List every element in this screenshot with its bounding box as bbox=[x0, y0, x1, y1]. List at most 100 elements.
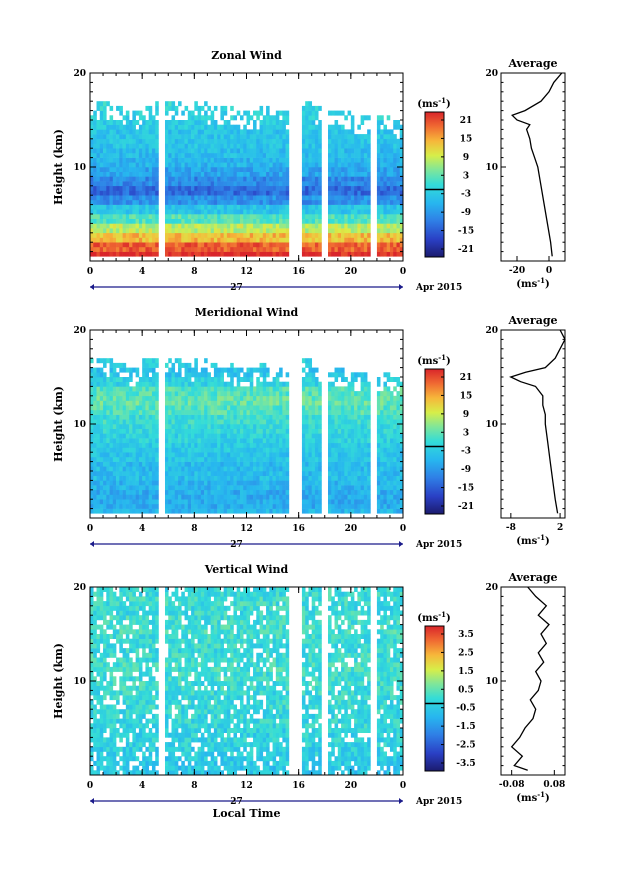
heatmap-cell bbox=[301, 442, 306, 448]
heatmap-cell bbox=[386, 115, 391, 121]
heatmap-cell bbox=[249, 456, 254, 462]
heatmap-cell bbox=[142, 494, 146, 500]
heatmap-cell bbox=[341, 489, 345, 495]
heatmap-cell bbox=[168, 419, 172, 425]
heatmap-cell bbox=[275, 377, 280, 382]
heatmap-cell bbox=[197, 471, 202, 476]
heatmap-cell bbox=[253, 424, 257, 429]
heatmap-cell bbox=[174, 246, 179, 252]
heatmap-cell bbox=[191, 157, 195, 163]
heatmap-cell bbox=[279, 129, 283, 135]
heatmap-cell bbox=[145, 386, 149, 392]
heatmap-cell bbox=[236, 471, 241, 476]
heatmap-cell bbox=[210, 377, 215, 382]
heatmap-cell bbox=[249, 400, 254, 406]
heatmap-cell bbox=[236, 466, 241, 472]
heatmap-cell bbox=[236, 148, 241, 154]
heatmap-cell bbox=[314, 152, 319, 158]
heatmap-cell bbox=[187, 452, 192, 458]
heatmap-cell bbox=[184, 494, 189, 500]
heatmap-cell bbox=[301, 424, 306, 429]
heatmap-cell bbox=[253, 190, 257, 196]
heatmap-cell bbox=[344, 377, 348, 382]
heatmap-cell bbox=[301, 242, 306, 248]
heatmap-cell bbox=[171, 214, 176, 219]
heatmap-cell bbox=[90, 358, 94, 364]
heatmap-cell bbox=[331, 152, 335, 158]
heatmap-cell bbox=[272, 494, 277, 500]
heatmap-cell bbox=[197, 251, 202, 257]
heatmap-cell bbox=[275, 489, 280, 495]
heatmap-cell bbox=[174, 148, 179, 154]
heatmap-cell bbox=[103, 391, 107, 397]
heatmap-cell bbox=[174, 228, 179, 234]
heatmap-cell bbox=[204, 395, 208, 401]
heatmap-cell bbox=[194, 358, 198, 364]
heatmap-cell bbox=[194, 171, 198, 177]
heatmap-cell bbox=[132, 494, 136, 500]
heatmap-cell bbox=[301, 195, 306, 201]
heatmap-cell bbox=[344, 494, 348, 500]
heatmap-cell bbox=[174, 176, 179, 182]
heatmap-cell bbox=[269, 400, 273, 406]
heatmap-cell bbox=[233, 499, 238, 505]
heatmap-cell bbox=[99, 494, 104, 500]
heatmap-cell bbox=[217, 367, 221, 373]
heatmap-cell bbox=[207, 171, 211, 177]
heatmap-cell bbox=[301, 466, 306, 472]
heatmap-cell bbox=[109, 419, 114, 425]
heatmap-cell bbox=[194, 209, 198, 215]
heatmap-cell bbox=[367, 232, 371, 238]
heatmap-cell bbox=[191, 485, 195, 491]
heatmap-cell bbox=[197, 447, 202, 453]
heatmap-cell bbox=[236, 503, 241, 509]
heatmap-cell bbox=[90, 171, 94, 177]
heatmap-cell bbox=[275, 391, 280, 397]
heatmap-cell bbox=[314, 199, 319, 205]
heatmap-cell bbox=[217, 185, 221, 191]
heatmap-cell bbox=[341, 143, 345, 149]
heatmap-cell bbox=[230, 508, 234, 514]
heatmap-cell bbox=[197, 466, 202, 472]
heatmap-cell bbox=[344, 232, 348, 238]
heatmap-cell bbox=[341, 419, 345, 425]
heatmap-cell bbox=[106, 251, 110, 257]
heatmap-cell bbox=[145, 209, 149, 215]
heatmap-cell bbox=[354, 242, 358, 248]
heatmap-cell bbox=[116, 456, 120, 462]
heatmap-cell bbox=[197, 419, 202, 425]
heatmap-cell bbox=[112, 251, 117, 257]
heatmap-cell bbox=[249, 475, 254, 481]
heatmap-cell bbox=[341, 195, 345, 201]
heatmap-cell bbox=[318, 405, 322, 411]
heatmap-cell bbox=[164, 508, 169, 514]
heatmap-cell bbox=[363, 181, 368, 187]
heatmap-cell bbox=[389, 190, 394, 196]
heatmap-cell bbox=[200, 461, 205, 467]
heatmap-cell bbox=[145, 405, 149, 411]
heatmap-cell bbox=[318, 232, 322, 238]
heatmap-cell bbox=[279, 419, 283, 425]
heatmap-cell bbox=[151, 433, 156, 439]
heatmap-cell bbox=[174, 195, 179, 201]
heatmap-cell bbox=[90, 124, 94, 130]
heatmap-cell bbox=[213, 176, 218, 182]
heatmap-cell bbox=[197, 433, 202, 439]
heatmap-cell bbox=[328, 218, 332, 224]
heatmap-cell bbox=[112, 419, 117, 425]
heatmap-cell bbox=[116, 424, 120, 429]
heatmap-cell bbox=[318, 442, 322, 448]
heatmap-cell bbox=[328, 405, 332, 411]
heatmap-cell bbox=[259, 489, 264, 495]
heatmap-cell bbox=[262, 157, 267, 163]
heatmap-cell bbox=[119, 424, 123, 429]
heatmap-cell bbox=[393, 157, 397, 163]
heatmap-cell bbox=[269, 442, 273, 448]
heatmap-cell bbox=[305, 181, 309, 187]
heatmap-cell bbox=[266, 204, 270, 210]
heatmap-cell bbox=[112, 157, 117, 163]
heatmap-cell bbox=[138, 447, 143, 453]
heatmap-cell bbox=[181, 157, 185, 163]
heatmap-cell bbox=[383, 209, 387, 215]
heatmap-cell bbox=[275, 419, 280, 425]
